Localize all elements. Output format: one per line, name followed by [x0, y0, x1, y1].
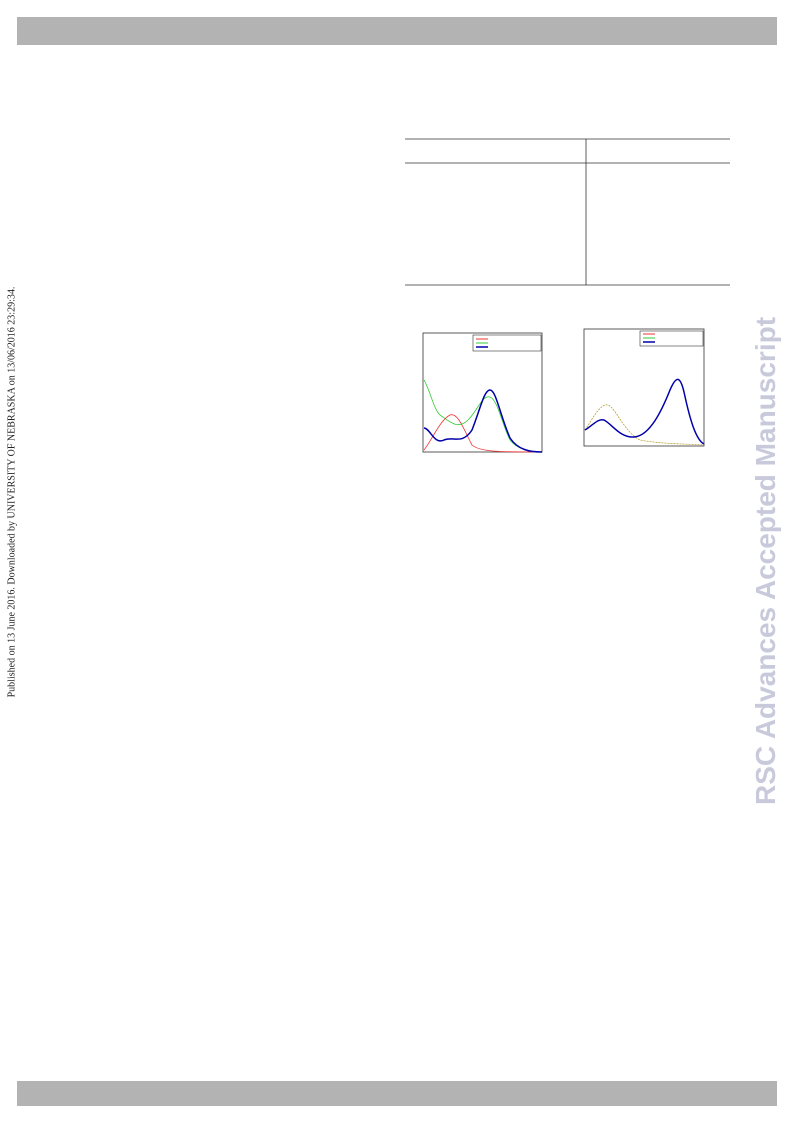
plot-b — [583, 328, 705, 447]
footer-bar — [17, 1081, 777, 1106]
curve — [423, 389, 543, 453]
plot-frame — [422, 332, 543, 453]
plot-frame — [583, 328, 705, 447]
curve — [423, 379, 543, 453]
legend-box — [639, 330, 704, 347]
plot-a — [422, 332, 543, 453]
curve — [584, 404, 705, 446]
table-rules — [405, 138, 730, 286]
curve — [584, 378, 705, 445]
legend-box — [472, 334, 542, 352]
header-bar — [17, 17, 777, 45]
curve — [423, 414, 543, 453]
